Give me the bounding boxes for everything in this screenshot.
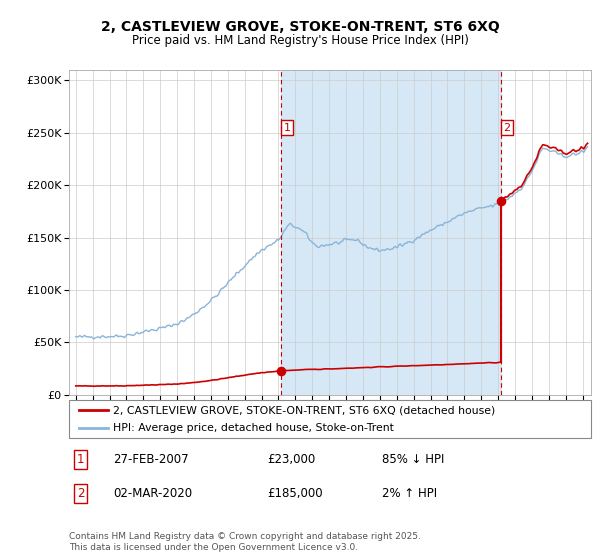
FancyBboxPatch shape <box>69 400 591 438</box>
Text: Contains HM Land Registry data © Crown copyright and database right 2025.
This d: Contains HM Land Registry data © Crown c… <box>69 532 421 552</box>
Text: HPI: Average price, detached house, Stoke-on-Trent: HPI: Average price, detached house, Stok… <box>113 423 394 433</box>
Text: £185,000: £185,000 <box>268 487 323 500</box>
Text: 2, CASTLEVIEW GROVE, STOKE-ON-TRENT, ST6 6XQ: 2, CASTLEVIEW GROVE, STOKE-ON-TRENT, ST6… <box>101 20 499 34</box>
Text: 2: 2 <box>77 487 85 500</box>
Text: Price paid vs. HM Land Registry's House Price Index (HPI): Price paid vs. HM Land Registry's House … <box>131 34 469 46</box>
Bar <box>281 70 501 395</box>
Text: 1: 1 <box>284 123 290 133</box>
Text: 1: 1 <box>77 453 85 466</box>
Text: 02-MAR-2020: 02-MAR-2020 <box>113 487 193 500</box>
Text: 27-FEB-2007: 27-FEB-2007 <box>113 453 189 466</box>
Text: 2: 2 <box>503 123 511 133</box>
Text: £23,000: £23,000 <box>268 453 316 466</box>
Text: 2% ↑ HPI: 2% ↑ HPI <box>382 487 437 500</box>
Text: 2, CASTLEVIEW GROVE, STOKE-ON-TRENT, ST6 6XQ (detached house): 2, CASTLEVIEW GROVE, STOKE-ON-TRENT, ST6… <box>113 405 496 415</box>
Point <box>276 366 286 375</box>
Text: 85% ↓ HPI: 85% ↓ HPI <box>382 453 445 466</box>
Point <box>496 197 506 206</box>
